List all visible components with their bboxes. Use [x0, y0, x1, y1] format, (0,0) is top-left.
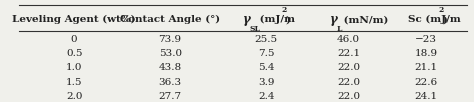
Text: γ: γ: [330, 13, 338, 26]
Text: 0: 0: [71, 35, 77, 44]
Text: 2: 2: [438, 6, 443, 14]
Text: γ: γ: [243, 13, 251, 26]
Text: (mN/m): (mN/m): [340, 15, 389, 24]
Text: 0.5: 0.5: [66, 49, 82, 58]
Text: 2: 2: [281, 6, 287, 14]
Text: 46.0: 46.0: [337, 35, 360, 44]
Text: −23: −23: [415, 35, 437, 44]
Text: 7.5: 7.5: [258, 49, 274, 58]
Text: 22.1: 22.1: [337, 49, 360, 58]
Text: 18.9: 18.9: [415, 49, 438, 58]
Text: 22.0: 22.0: [337, 63, 360, 73]
Text: 22.6: 22.6: [415, 78, 438, 87]
Text: ): ): [442, 15, 447, 24]
Text: L: L: [336, 25, 342, 33]
Text: 2.0: 2.0: [66, 92, 82, 101]
Text: Sc (mJ/m: Sc (mJ/m: [408, 15, 461, 24]
Text: 22.0: 22.0: [337, 78, 360, 87]
Text: 1.5: 1.5: [66, 78, 82, 87]
Text: 24.1: 24.1: [415, 92, 438, 101]
Text: ): ): [285, 15, 290, 24]
Text: (mJ/m: (mJ/m: [256, 15, 295, 24]
Text: 43.8: 43.8: [159, 63, 182, 73]
Text: 5.4: 5.4: [258, 63, 274, 73]
Text: 1.0: 1.0: [66, 63, 82, 73]
Text: 36.3: 36.3: [159, 78, 182, 87]
Text: SL: SL: [249, 25, 260, 33]
Text: 3.9: 3.9: [258, 78, 274, 87]
Text: 2.4: 2.4: [258, 92, 274, 101]
Text: 21.1: 21.1: [415, 63, 438, 73]
Text: 25.5: 25.5: [255, 35, 278, 44]
Text: 53.0: 53.0: [159, 49, 182, 58]
Text: 22.0: 22.0: [337, 92, 360, 101]
Text: Leveling Agent (wt%): Leveling Agent (wt%): [12, 15, 136, 24]
Text: 27.7: 27.7: [159, 92, 182, 101]
Text: 73.9: 73.9: [159, 35, 182, 44]
Text: Contact Angle (°): Contact Angle (°): [120, 15, 220, 24]
